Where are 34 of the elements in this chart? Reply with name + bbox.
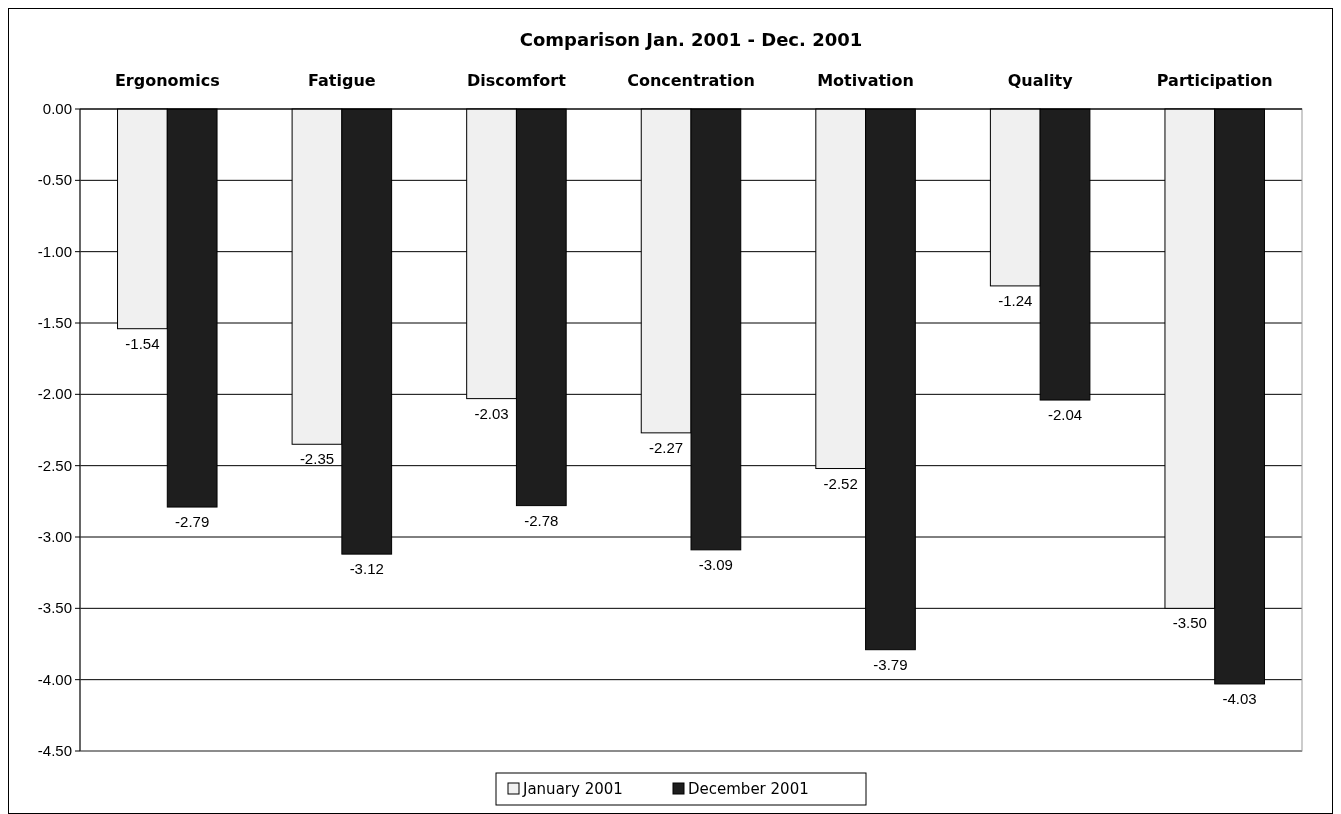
data-label: -3.50 — [1172, 614, 1207, 632]
y-tick-label: -3.50 — [37, 599, 72, 617]
data-label: -1.24 — [998, 291, 1033, 309]
y-tick-label: -0.50 — [37, 171, 72, 189]
legend-label: December 2001 — [688, 780, 809, 798]
data-label: -3.79 — [873, 655, 908, 673]
x-tick-label: Participation — [1156, 71, 1273, 90]
y-tick-label: -4.00 — [37, 670, 72, 688]
data-label: -2.03 — [474, 404, 509, 422]
x-tick-label: Fatigue — [308, 71, 376, 90]
data-label: -1.54 — [125, 334, 160, 352]
y-tick-label: -4.50 — [37, 742, 72, 759]
y-tick-label: -2.50 — [37, 456, 72, 474]
y-tick-label: 0.00 — [42, 100, 72, 117]
data-label: -3.12 — [349, 560, 384, 578]
data-label: -2.27 — [649, 438, 684, 456]
x-tick-label: Motivation — [817, 71, 914, 90]
x-tick-label: Concentration — [627, 71, 755, 90]
legend-label: January 2001 — [522, 780, 623, 798]
data-label: -2.78 — [524, 511, 559, 529]
x-tick-label: Discomfort — [466, 71, 567, 90]
y-tick-label: -3.00 — [37, 528, 72, 545]
data-label: -2.52 — [823, 474, 858, 492]
data-label: -3.09 — [698, 555, 733, 573]
x-tick-label: Quality — [1007, 71, 1074, 90]
data-label: -2.79 — [175, 513, 210, 531]
y-tick-label: -1.00 — [37, 242, 72, 260]
data-label: -2.04 — [1047, 406, 1083, 424]
y-tick-label: -1.50 — [37, 314, 72, 331]
data-label: -2.35 — [299, 450, 335, 468]
data-label: -4.03 — [1222, 689, 1257, 707]
y-tick-label: -2.00 — [37, 385, 72, 403]
chart-title: Comparison Jan. 2001 - Dec. 2001 — [519, 29, 863, 50]
x-tick-label: Ergonomics — [114, 71, 220, 90]
